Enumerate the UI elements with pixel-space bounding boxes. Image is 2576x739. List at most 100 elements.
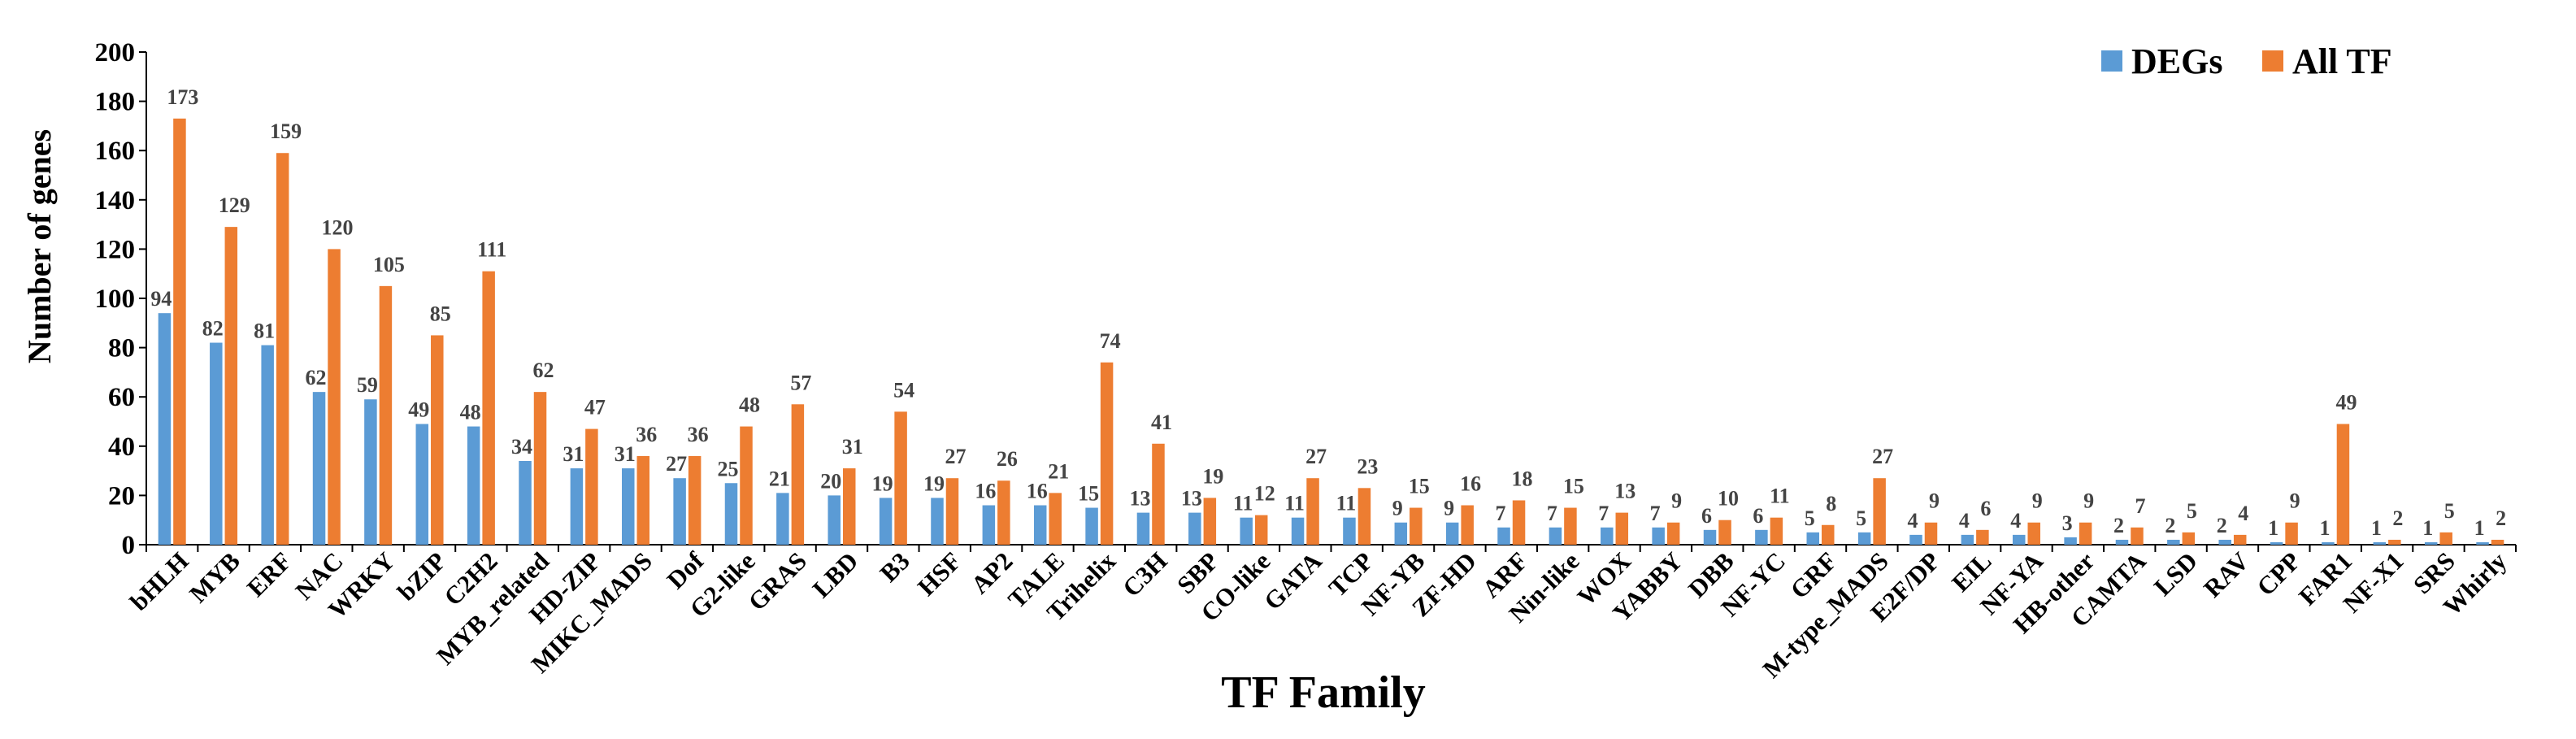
bar-degs-tale [1033,505,1047,545]
category-label-lsd: LSD [2148,546,2203,601]
data-label-all-tf-hb-other: 9 [2083,489,2094,513]
data-label-all-tf-ap2: 26 [997,447,1018,471]
data-label-all-tf-far1: 49 [2335,391,2357,415]
data-label-degs-far1: 1 [2319,516,2330,540]
data-label-degs-cpp: 1 [2268,516,2278,540]
data-label-all-tf-srs: 5 [2444,499,2455,523]
data-label-all-tf-bzip: 85 [430,302,451,325]
bar-all-tf-sbp [1203,498,1217,545]
y-tick-label: 0 [122,531,136,560]
data-label-degs-c3h: 13 [1129,487,1150,511]
bar-all-tf-trihelix [1100,362,1114,545]
bar-degs-tcp [1343,517,1356,545]
data-label-all-tf-hd-zip: 47 [584,396,606,419]
data-label-all-tf-nin-like: 15 [1563,475,1584,498]
bar-degs-yabby [1652,527,1665,545]
y-axis: 0 20 40 60 80 100 120 140 160 180 200 [95,38,147,560]
data-label-all-tf-wox: 13 [1614,480,1636,503]
data-label-all-tf-myb-related: 62 [533,359,554,382]
data-label-degs-grf: 5 [1805,506,1815,530]
data-label-degs-mikc-mads: 31 [615,442,636,466]
bar-all-tf-mikc-mads [636,455,650,545]
bar-all-tf-dbb [1718,519,1731,545]
data-label-degs-nf-ya: 4 [2010,509,2021,533]
bar-all-tf-wrky [379,285,393,545]
data-label-degs-gata: 11 [1284,492,1305,515]
category-label-nf-x1: NF-X1 [2337,546,2409,618]
bar-degs-c3h [1136,512,1150,545]
data-label-degs-tale: 16 [1027,480,1048,503]
data-label-all-tf-sbp: 19 [1202,464,1223,488]
data-label-degs-eil: 4 [1959,509,1970,533]
data-label-degs-myb-related: 34 [511,435,532,459]
data-label-all-tf-whirly: 2 [2496,506,2506,530]
y-tick-label: 120 [95,235,136,264]
y-tick-label: 40 [108,433,135,462]
data-label-degs-bzip: 49 [408,398,429,422]
category-label-c3h: C3H [1117,546,1173,602]
bar-all-tf-whirly [2491,539,2504,545]
data-label-degs-nf-yb: 9 [1392,497,1403,520]
bar-all-tf-m-type-mads [1873,478,1886,545]
data-label-all-tf-myb: 129 [219,193,250,217]
bar-all-tf-nf-ya [2027,522,2040,545]
data-label-degs-srs: 1 [2422,516,2433,540]
data-label-degs-gras: 21 [769,467,790,490]
data-label-degs-c2h2: 48 [460,401,481,424]
bar-degs-nf-x1 [2373,541,2387,545]
bar-all-tf-nac [328,249,341,545]
data-label-all-tf-nf-ya: 9 [2032,489,2043,513]
bar-degs-b3 [879,498,893,545]
y-tick-label: 200 [95,38,136,67]
bar-degs-bzip [415,424,429,545]
data-label-degs-dbb: 6 [1701,504,1712,528]
bar-degs-sbp [1188,512,1201,545]
data-label-degs-camta: 2 [2113,514,2124,537]
bar-degs-camta [2115,539,2129,545]
data-label-all-tf-nf-yb: 15 [1409,475,1430,498]
bar-all-tf-c3h [1152,443,1165,545]
data-label-all-tf-trihelix: 74 [1100,329,1121,353]
data-label-all-tf-bhlh: 173 [167,85,198,109]
bar-degs-rav [2218,539,2231,545]
bar-degs-bhlh [158,313,172,545]
bar-all-tf-nin-like [1564,507,1577,545]
bar-degs-dbb [1703,529,1717,545]
data-label-degs-dof: 27 [666,452,687,476]
data-label-all-tf-nf-x1: 2 [2392,506,2403,530]
data-label-degs-m-type-mads: 5 [1856,506,1866,530]
bars [158,118,2504,546]
bar-degs-wox [1601,527,1614,545]
bar-all-tf-tale [1049,493,1062,545]
data-label-degs-erf: 81 [254,320,275,343]
y-tick-label: 160 [95,137,136,166]
bar-degs-far1 [2322,541,2335,545]
data-label-degs-nin-like: 7 [1547,502,1557,525]
bar-all-tf-gras [791,404,805,545]
y-tick-label: 80 [108,334,135,363]
data-label-all-tf-gras: 57 [790,371,811,394]
y-axis-title: Number of genes [21,129,58,363]
data-label-degs-ap2: 16 [975,480,996,503]
category-label-myb: MYB [184,546,245,608]
data-label-degs-hsf: 19 [923,472,945,495]
data-label-degs-lsd: 2 [2165,514,2175,537]
data-label-degs-bhlh: 94 [150,287,172,311]
legend-label-all-tf: All TF [2292,41,2392,81]
data-label-degs-yabby: 7 [1650,502,1661,525]
legend-swatch-degs [2101,50,2122,72]
data-label-degs-wrky: 59 [357,373,378,397]
data-label-degs-myb: 82 [202,317,224,341]
bar-all-tf-eil [1976,529,1989,545]
category-label-erf: ERF [241,546,298,602]
bar-degs-nf-ya [2012,534,2026,545]
data-label-all-tf-c3h: 41 [1151,411,1172,434]
data-label-all-tf-wrky: 105 [373,253,405,276]
bar-all-tf-g2-like [740,426,753,545]
bar-degs-hb-other [2064,537,2077,545]
data-label-degs-nf-yc: 6 [1753,504,1763,528]
bar-all-tf-e2f-dp [1924,522,1938,545]
data-label-all-tf-zf-hd: 16 [1460,472,1481,496]
bar-degs-co-like [1240,517,1253,545]
bar-all-tf-ap2 [997,480,1010,545]
